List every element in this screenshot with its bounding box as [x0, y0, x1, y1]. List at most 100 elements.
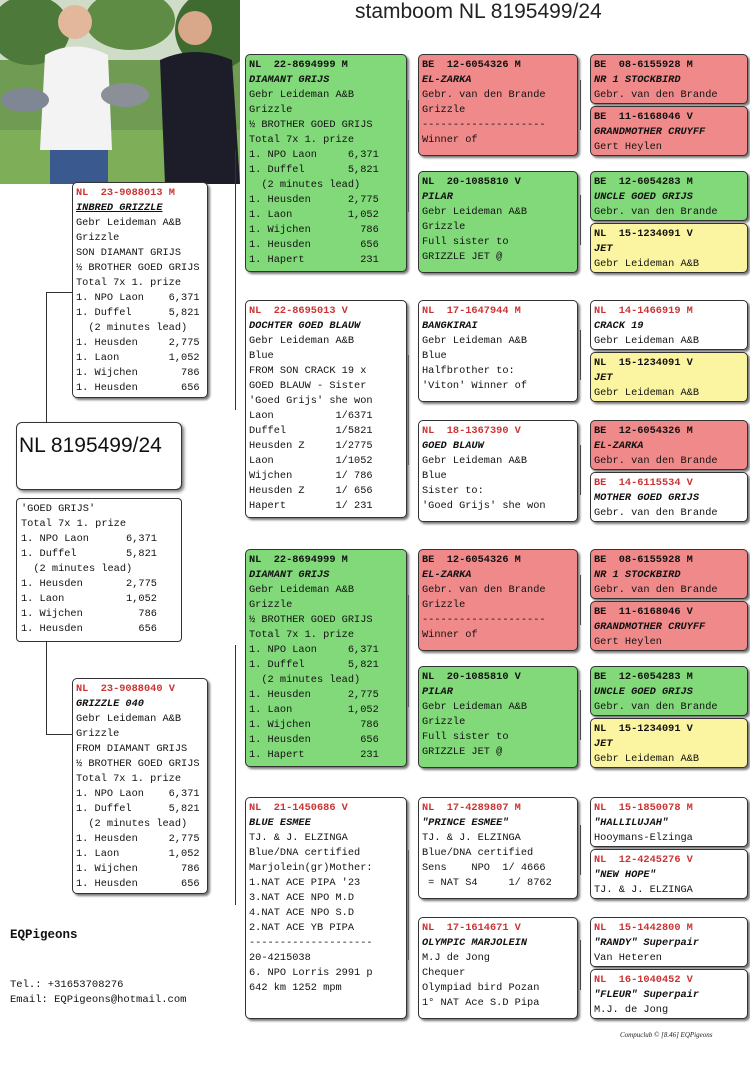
connector-line: [580, 940, 581, 990]
ggp-line: GRIZZLE JET @: [422, 251, 503, 263]
grandparent-line: 3.NAT ACE NPO M.D: [249, 892, 355, 904]
ggg-ring: BE 14-6115534 V: [594, 477, 693, 489]
ggp-name: GOED BLAUW: [422, 440, 484, 452]
ggp-line: GRIZZLE JET @: [422, 746, 503, 758]
dam-line: 1. NPO Laon 6,371: [76, 788, 200, 800]
ggg-ring: NL 15-1234091 V: [594, 723, 693, 735]
ggp-line: Grizzle: [422, 104, 466, 116]
sire-name: INBRED GRIZZLE: [76, 202, 163, 214]
grandparent-line: 1. NPO Laon 6,371: [249, 149, 379, 161]
dam-line: FROM DIAMANT GRIJS: [76, 743, 188, 755]
ggg-ring: NL 15-1442800 M: [594, 922, 693, 934]
dam-line: 1. Wijchen 786: [76, 863, 200, 875]
great-grandparent-card: NL 18-1367390 V GOED BLAUW Gebr Leideman…: [418, 420, 578, 522]
footer-credit: Compuclub © [8.46] EQPigeons: [620, 1031, 713, 1039]
great-grandparent-card: NL 17-1647944 M BANGKIRAI Gebr Leideman …: [418, 300, 578, 402]
ggg-card: NL 15-1442800 M "RANDY" Superpair Van He…: [590, 917, 748, 967]
sire-line: Gebr Leideman A&B: [76, 217, 182, 229]
subject-line: 1. Heusden 2,775: [21, 578, 157, 590]
sire-line: 1. Wijchen 786: [76, 367, 200, 379]
ggg-owner: Gert Heylen: [594, 636, 662, 648]
grandparent-line: Heusden Z 1/2775: [249, 440, 373, 452]
ggg-name: "HALLILUJAH": [594, 817, 669, 829]
connector-line: [580, 330, 581, 380]
ggg-card: NL 12-4245276 V "NEW HOPE" TJ. & J. ELZI…: [590, 849, 748, 899]
grandparent-line: Total 7x 1. prize: [249, 134, 355, 146]
ggp-line: Olympiad bird Pozan: [422, 982, 540, 994]
dam-card: NL 23-9088040 V GRIZZLE 040 Gebr Leidema…: [72, 678, 208, 894]
grandparent-line: GOED BLAUW - Sister: [249, 380, 367, 392]
ggg-name: UNCLE GOED GRIJS: [594, 686, 693, 698]
ggp-line: Chequer: [422, 967, 466, 979]
connector-line: [408, 100, 409, 212]
grandparent-line: 20-4215038: [249, 952, 311, 964]
grandparent-line: Grizzle: [249, 599, 293, 611]
grandparent-ring: NL 22-8695013 V: [249, 305, 348, 317]
grandparent-line: Marjolein(gr)Mother:: [249, 862, 373, 874]
dam-line: (2 minutes lead): [76, 818, 188, 830]
ggg-name: MOTHER GOED GRIJS: [594, 492, 700, 504]
connector-line: [235, 645, 236, 905]
ggg-card: BE 08-6155928 M NR 1 STOCKBIRD Gebr. van…: [590, 54, 748, 104]
ggp-name: EL-ZARKA: [422, 74, 472, 86]
grandparent-name: BLUE ESMEE: [249, 817, 311, 829]
ggg-name: GRANDMOTHER CRUYFF: [594, 621, 706, 633]
connector-line: [580, 80, 581, 130]
ggp-ring: NL 17-4289807 M: [422, 802, 521, 814]
ggp-line: Full sister to: [422, 731, 509, 743]
ggp-line: --------------------: [422, 119, 546, 131]
ggg-card: NL 14-1466919 M CRACK 19 Gebr Leideman A…: [590, 300, 748, 350]
grandparent-line: Wijchen 1/ 786: [249, 470, 373, 482]
grandparent-line: 1. Laon 1,052: [249, 209, 379, 221]
ggp-line: Sens NPO 1/ 4666: [422, 862, 546, 874]
grandparent-line: Hapert 1/ 231: [249, 500, 373, 512]
grandparent-line: Laon 1/1052: [249, 455, 373, 467]
ggp-name: PILAR: [422, 191, 453, 203]
ggg-card: BE 12-6054283 M UNCLE GOED GRIJS Gebr. v…: [590, 666, 748, 716]
sire-line: Total 7x 1. prize: [76, 277, 182, 289]
ggg-name: "NEW HOPE": [594, 869, 656, 881]
ggp-line: Gebr Leideman A&B: [422, 701, 528, 713]
grandparent-line: 1. Hapert 231: [249, 749, 379, 761]
ggg-owner: Gebr Leideman A&B: [594, 387, 700, 399]
ggp-line: Winner of: [422, 629, 478, 641]
brand-name: EQPigeons: [10, 928, 78, 942]
great-grandparent-card: NL 20-1085810 V PILAR Gebr Leideman A&B …: [418, 171, 578, 273]
grandparent-line: 1. Wijchen 786: [249, 719, 379, 731]
great-grandparent-card: NL 17-1614671 V OLYMPIC MARJOLEIN M.J de…: [418, 917, 578, 1019]
grandparent-card: NL 21-1450686 V BLUE ESMEE TJ. & J. ELZI…: [245, 797, 407, 1019]
ggg-card: BE 08-6155928 M NR 1 STOCKBIRD Gebr. van…: [590, 549, 748, 599]
subject-line: 'GOED GRIJS': [21, 503, 96, 515]
ggp-line: Grizzle: [422, 221, 466, 233]
ggp-line: Gebr. van den Brande: [422, 89, 546, 101]
dam-line: Grizzle: [76, 728, 120, 740]
ggg-name: UNCLE GOED GRIJS: [594, 191, 693, 203]
ggg-card: BE 11-6168046 V GRANDMOTHER CRUYFF Gert …: [590, 601, 748, 651]
dam-line: ½ BROTHER GOED GRIJS: [76, 758, 200, 770]
ggg-card: NL 15-1234091 V JET Gebr Leideman A&B: [590, 223, 748, 273]
ggp-line: Grizzle: [422, 716, 466, 728]
ggg-card: BE 12-6054283 M UNCLE GOED GRIJS Gebr. v…: [590, 171, 748, 221]
grandparent-line: 1. Heusden 656: [249, 239, 379, 251]
ggp-line: Gebr Leideman A&B: [422, 206, 528, 218]
dam-line: 1. Duffel 5,821: [76, 803, 200, 815]
grandparent-ring: NL 21-1450686 V: [249, 802, 348, 814]
ggg-owner: Van Heteren: [594, 952, 662, 964]
grandparent-line: 6. NPO Lorris 2991 p: [249, 967, 373, 979]
ggg-owner: Gert Heylen: [594, 141, 662, 153]
ggp-line: Blue: [422, 470, 447, 482]
ggp-line: Blue/DNA certified: [422, 847, 534, 859]
subject-card: NL 8195499/24 'GOED GRIJS' Total 7x 1. p…: [16, 422, 182, 642]
ggg-name: JET: [594, 243, 613, 255]
grandparent-line: Gebr Leideman A&B: [249, 89, 355, 101]
grandparent-line: 1. Wijchen 786: [249, 224, 379, 236]
grandparent-line: Blue/DNA certified: [249, 847, 361, 859]
connector-line: [580, 445, 581, 495]
sire-line: 1. Heusden 2,775: [76, 337, 200, 349]
dam-name: GRIZZLE 040: [76, 698, 144, 710]
ggg-card: BE 11-6168046 V GRANDMOTHER CRUYFF Gert …: [590, 106, 748, 156]
subject-info: 'GOED GRIJS' Total 7x 1. prize 1. NPO La…: [16, 498, 182, 642]
ggp-line: Gebr Leideman A&B: [422, 455, 528, 467]
grandparent-line: --------------------: [249, 937, 373, 949]
sire-line: (2 minutes lead): [76, 322, 188, 334]
